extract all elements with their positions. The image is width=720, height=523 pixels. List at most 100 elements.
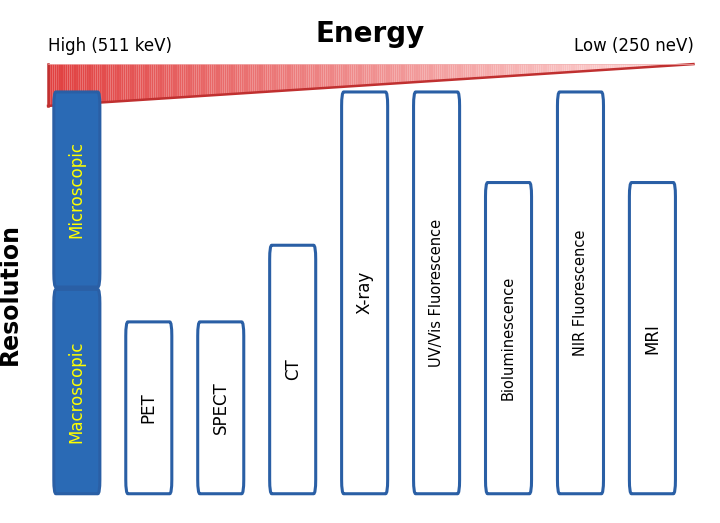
Polygon shape: [582, 64, 584, 71]
Polygon shape: [440, 64, 442, 81]
Polygon shape: [188, 64, 190, 97]
Polygon shape: [672, 64, 674, 65]
Polygon shape: [255, 64, 257, 93]
Polygon shape: [418, 64, 420, 82]
Polygon shape: [650, 64, 652, 67]
Polygon shape: [663, 64, 665, 66]
Polygon shape: [349, 64, 351, 86]
Polygon shape: [616, 64, 618, 69]
Polygon shape: [659, 64, 661, 66]
Polygon shape: [99, 64, 102, 103]
Polygon shape: [317, 64, 319, 88]
Polygon shape: [618, 64, 621, 69]
Polygon shape: [127, 64, 130, 101]
Polygon shape: [91, 64, 94, 103]
Polygon shape: [519, 64, 521, 75]
FancyBboxPatch shape: [270, 245, 315, 494]
Polygon shape: [652, 64, 654, 67]
Polygon shape: [138, 64, 140, 100]
Polygon shape: [278, 64, 280, 91]
Polygon shape: [571, 64, 573, 72]
Polygon shape: [173, 64, 175, 98]
Polygon shape: [474, 64, 476, 78]
Polygon shape: [156, 64, 158, 99]
Polygon shape: [175, 64, 177, 98]
Polygon shape: [160, 64, 162, 99]
Polygon shape: [482, 64, 485, 78]
Polygon shape: [48, 64, 50, 106]
Polygon shape: [168, 64, 171, 98]
Polygon shape: [319, 64, 321, 88]
FancyBboxPatch shape: [557, 92, 603, 494]
Polygon shape: [276, 64, 278, 91]
Polygon shape: [119, 64, 121, 101]
Polygon shape: [233, 64, 235, 94]
Polygon shape: [532, 64, 534, 75]
Polygon shape: [369, 64, 371, 85]
Polygon shape: [264, 64, 266, 92]
Polygon shape: [336, 64, 338, 87]
Polygon shape: [465, 64, 467, 79]
Polygon shape: [588, 64, 590, 71]
Polygon shape: [205, 64, 207, 96]
Polygon shape: [140, 64, 143, 100]
Polygon shape: [510, 64, 513, 76]
Polygon shape: [436, 64, 438, 81]
Polygon shape: [85, 64, 87, 104]
Polygon shape: [448, 64, 450, 80]
Polygon shape: [444, 64, 446, 80]
Polygon shape: [429, 64, 431, 81]
Polygon shape: [601, 64, 603, 70]
Polygon shape: [270, 64, 271, 92]
Text: NIR Fluorescence: NIR Fluorescence: [573, 230, 588, 356]
Polygon shape: [595, 64, 597, 71]
Polygon shape: [246, 64, 248, 93]
Polygon shape: [487, 64, 489, 77]
Polygon shape: [334, 64, 336, 87]
Polygon shape: [621, 64, 622, 69]
Polygon shape: [297, 64, 300, 90]
Polygon shape: [556, 64, 558, 73]
Polygon shape: [184, 64, 186, 97]
Polygon shape: [536, 64, 539, 74]
FancyBboxPatch shape: [126, 322, 172, 494]
Polygon shape: [485, 64, 487, 77]
Polygon shape: [94, 64, 95, 103]
Polygon shape: [683, 64, 685, 65]
Polygon shape: [534, 64, 536, 74]
Polygon shape: [321, 64, 323, 88]
Polygon shape: [661, 64, 663, 66]
Polygon shape: [667, 64, 670, 66]
Polygon shape: [149, 64, 151, 99]
Polygon shape: [498, 64, 500, 77]
Polygon shape: [562, 64, 564, 73]
Polygon shape: [210, 64, 212, 95]
Polygon shape: [356, 64, 358, 86]
Text: Bioluminescence: Bioluminescence: [501, 276, 516, 400]
Polygon shape: [114, 64, 117, 101]
Polygon shape: [74, 64, 76, 104]
Polygon shape: [242, 64, 244, 94]
Polygon shape: [680, 64, 683, 65]
Polygon shape: [674, 64, 676, 65]
Polygon shape: [541, 64, 543, 74]
Polygon shape: [95, 64, 97, 103]
Polygon shape: [397, 64, 399, 83]
Polygon shape: [274, 64, 276, 92]
Polygon shape: [438, 64, 440, 81]
Polygon shape: [151, 64, 153, 99]
Polygon shape: [506, 64, 508, 76]
Polygon shape: [158, 64, 160, 99]
Polygon shape: [469, 64, 472, 78]
Text: SPECT: SPECT: [212, 381, 230, 434]
Polygon shape: [227, 64, 229, 94]
Polygon shape: [302, 64, 304, 89]
Polygon shape: [543, 64, 545, 74]
Polygon shape: [199, 64, 201, 96]
Polygon shape: [521, 64, 523, 75]
Polygon shape: [606, 64, 608, 70]
Polygon shape: [399, 64, 401, 83]
Polygon shape: [377, 64, 379, 85]
Polygon shape: [467, 64, 469, 79]
Polygon shape: [287, 64, 289, 90]
